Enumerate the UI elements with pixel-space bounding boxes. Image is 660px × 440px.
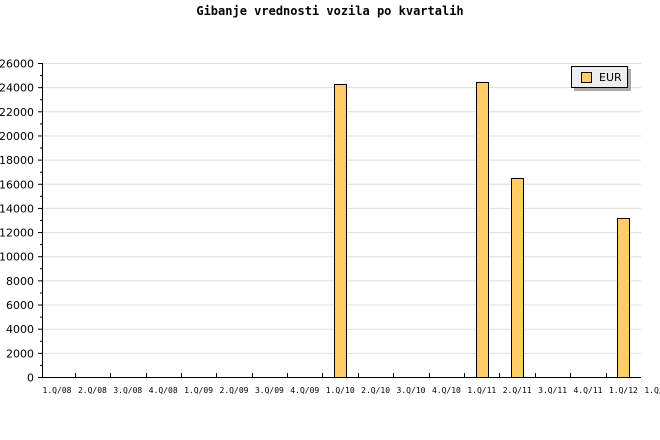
x-tick-label: 3.Q/08 — [113, 386, 142, 395]
x-tick-label: 2.Q/08 — [78, 386, 107, 395]
x-tick-label: 1.Q/12 — [609, 386, 638, 395]
y-tick-label: 6000 — [6, 299, 34, 312]
x-tick-label: 4.Q/10 — [432, 386, 461, 395]
y-tick-label: 8000 — [6, 275, 34, 288]
x-tick-label: 3.Q/10 — [397, 386, 426, 395]
bar — [476, 82, 489, 378]
x-tick-label: 1.Q/08 — [43, 386, 72, 395]
y-tick-label: 4000 — [6, 323, 34, 336]
chart-title: Gibanje vrednosti vozila po kvartalih — [196, 4, 464, 18]
legend-swatch — [581, 71, 592, 83]
legend-label: EUR — [599, 70, 622, 84]
y-tick-label: 2000 — [6, 347, 34, 360]
legend: EUR — [571, 66, 628, 88]
x-tick-label: 3.Q/09 — [255, 386, 284, 395]
bar — [334, 84, 347, 378]
y-tick-label: 0 — [27, 372, 34, 385]
x-tick-label: 4.Q/09 — [290, 386, 319, 395]
y-tick-label: 14000 — [0, 202, 34, 215]
x-tick-label: 2.Q/09 — [220, 386, 249, 395]
y-tick-label: 18000 — [0, 154, 34, 167]
y-tick-label: 24000 — [0, 82, 34, 95]
y-tick-label: 22000 — [0, 106, 34, 119]
x-tick-label: 2.Q/11 — [503, 386, 532, 395]
x-tick-label: 1.Q/12 — [644, 386, 660, 395]
y-tick-label: 20000 — [0, 130, 34, 143]
x-tick-label: 1.Q/10 — [326, 386, 355, 395]
x-tick-label: 4.Q/11 — [574, 386, 603, 395]
bar — [511, 178, 524, 378]
x-tick-label: 2.Q/10 — [361, 386, 390, 395]
bar — [617, 218, 630, 378]
y-tick-label: 16000 — [0, 178, 34, 191]
y-tick-label: 10000 — [0, 251, 34, 264]
x-tick-label: 1.Q/11 — [467, 386, 496, 395]
y-tick-label: 26000 — [0, 58, 34, 71]
x-tick-label: 3.Q/11 — [538, 386, 567, 395]
x-tick-label: 1.Q/09 — [184, 386, 213, 395]
y-tick-label: 12000 — [0, 227, 34, 240]
x-tick-label: 4.Q/08 — [149, 386, 178, 395]
